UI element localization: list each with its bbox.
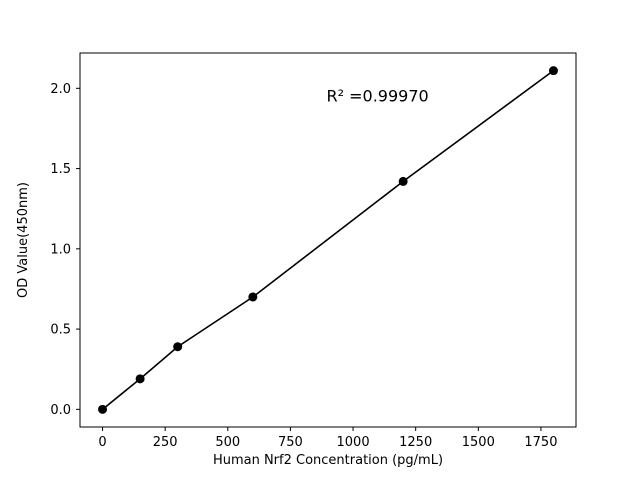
y-tick-label: 2.0	[50, 82, 71, 97]
x-axis-label: Human Nrf2 Concentration (pg/mL)	[213, 453, 443, 468]
regression-line	[101, 69, 555, 411]
data-point-marker	[173, 342, 183, 352]
x-tick-label: 1250	[399, 435, 432, 450]
x-tick-label: 750	[278, 435, 303, 450]
x-tick-label: 0	[98, 435, 106, 450]
x-tick-label: 1000	[337, 435, 370, 450]
x-tick-label: 1750	[524, 435, 557, 450]
y-tick-label: 1.0	[50, 242, 71, 257]
data-point-marker	[248, 292, 258, 302]
x-tick-label: 250	[153, 435, 178, 450]
data-point-marker	[548, 66, 558, 76]
data-point-marker	[98, 404, 108, 414]
y-tick-label: 1.5	[50, 162, 71, 177]
x-tick-label: 500	[215, 435, 240, 450]
data-point-marker	[398, 176, 408, 186]
x-tick-label: 1500	[462, 435, 495, 450]
data-point-marker	[135, 374, 145, 384]
axes-spines	[79, 52, 577, 428]
y-axis-label: OD Value(450nm)	[16, 182, 31, 298]
y-tick-label: 0.5	[50, 323, 71, 338]
y-tick-label: 0.0	[50, 403, 71, 418]
r-squared-annotation: R² =0.99970	[327, 87, 429, 106]
